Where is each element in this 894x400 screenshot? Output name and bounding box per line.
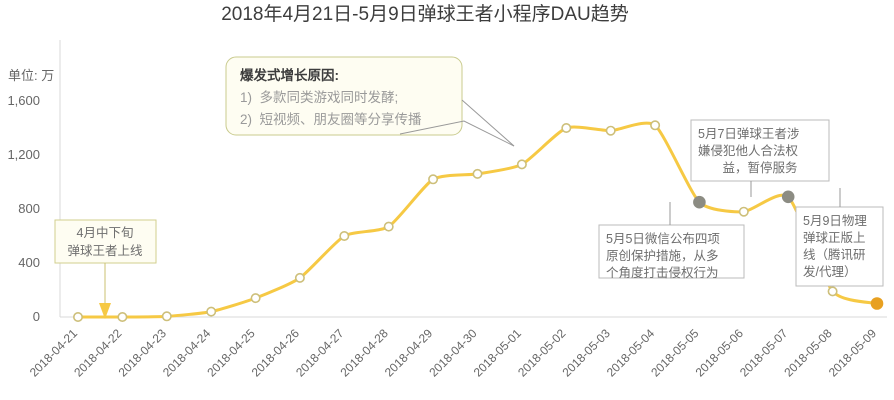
svg-text:爆发式增长原因:: 爆发式增长原因: bbox=[240, 67, 339, 83]
svg-text:2018年4月21日-5月9日弹球王者小程序DAU趋势: 2018年4月21日-5月9日弹球王者小程序DAU趋势 bbox=[221, 3, 629, 25]
svg-text:400: 400 bbox=[18, 255, 40, 270]
svg-text:5月5日微信公布四项: 5月5日微信公布四项 bbox=[606, 232, 720, 246]
svg-text:4月中下旬: 4月中下旬 bbox=[77, 225, 134, 240]
svg-text:个角度打击侵权行为: 个角度打击侵权行为 bbox=[606, 265, 719, 280]
svg-text:嫌侵犯他人合法权: 嫌侵犯他人合法权 bbox=[698, 143, 799, 158]
svg-text:弹球王者上线: 弹球王者上线 bbox=[67, 244, 143, 258]
svg-text:0: 0 bbox=[33, 309, 40, 324]
svg-text:1,600: 1,600 bbox=[7, 93, 40, 108]
svg-text:5月9日物理: 5月9日物理 bbox=[803, 214, 867, 228]
svg-text:线（腾讯研: 线（腾讯研 bbox=[803, 247, 866, 262]
svg-text:5月7日弹球王者涉: 5月7日弹球王者涉 bbox=[698, 127, 799, 141]
svg-text:发/代理）: 发/代理） bbox=[803, 264, 856, 279]
svg-text:1,200: 1,200 bbox=[7, 147, 40, 162]
svg-text:2018-05-09: 2018-05-09 bbox=[826, 326, 880, 380]
svg-text:800: 800 bbox=[18, 201, 40, 216]
svg-text:单位: 万: 单位: 万 bbox=[8, 68, 54, 83]
svg-text:2) 短视频、朋友圈等分享传播: 2) 短视频、朋友圈等分享传播 bbox=[240, 111, 422, 127]
svg-text:弹球正版上: 弹球正版上 bbox=[803, 231, 866, 245]
svg-text:1) 多款同类游戏同时发酵;: 1) 多款同类游戏同时发酵; bbox=[240, 89, 398, 105]
svg-text:原创保护措施，从多: 原创保护措施，从多 bbox=[606, 249, 719, 263]
svg-text:益，暂停服务: 益，暂停服务 bbox=[722, 160, 797, 175]
